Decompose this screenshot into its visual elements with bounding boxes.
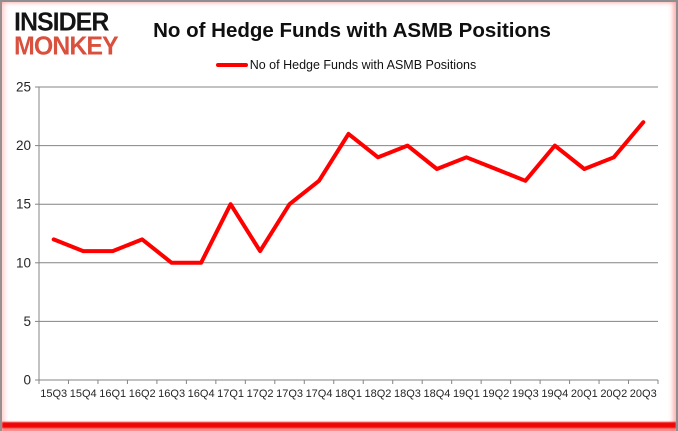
y-tick-label: 10 xyxy=(16,255,31,270)
x-tick-label: 16Q2 xyxy=(129,388,156,400)
logo-line-insider: INSIDER xyxy=(14,7,109,37)
chart-title: No of Hedge Funds with ASMB Positions xyxy=(153,19,551,42)
x-tick-label: 17Q3 xyxy=(276,388,303,400)
x-tick-label: 18Q4 xyxy=(423,388,450,400)
x-tick-label: 20Q1 xyxy=(571,388,598,400)
series-line xyxy=(51,120,646,265)
y-tick-label: 15 xyxy=(16,197,31,212)
legend-label: No of Hedge Funds with ASMB Positions xyxy=(249,58,477,72)
x-tick-label: 17Q4 xyxy=(306,388,333,400)
x-tick-label: 18Q2 xyxy=(365,388,392,400)
chart-legend: No of Hedge Funds with ASMB Positions xyxy=(2,58,676,72)
x-tick-label: 17Q1 xyxy=(217,388,244,400)
x-tick-label: 19Q3 xyxy=(512,388,539,400)
x-tick-label: 19Q4 xyxy=(541,388,568,400)
x-tick-label: 18Q3 xyxy=(394,388,421,400)
logo-line-monkey: MONKEY xyxy=(14,31,119,61)
y-tick-label: 5 xyxy=(23,314,31,329)
x-tick-label: 16Q1 xyxy=(99,388,126,400)
x-tick-label: 18Q1 xyxy=(335,388,362,400)
x-tick-label: 16Q3 xyxy=(158,388,185,400)
legend-line-swatch xyxy=(215,63,248,67)
insider-monkey-logo: INSIDER MONKEY xyxy=(14,7,119,61)
x-tick-label: 17Q2 xyxy=(247,388,274,400)
y-tick-label: 0 xyxy=(23,373,31,388)
x-tick-label: 19Q2 xyxy=(482,388,509,400)
x-tick-label: 16Q4 xyxy=(188,388,215,400)
x-tick-label: 20Q2 xyxy=(600,388,627,400)
y-tick-label: 25 xyxy=(16,80,31,95)
x-tick-label: 20Q3 xyxy=(630,388,657,400)
x-tick-label: 19Q1 xyxy=(453,388,480,400)
x-tick-label: 15Q4 xyxy=(70,388,97,400)
x-tick-label: 15Q3 xyxy=(40,388,67,400)
y-tick-label: 20 xyxy=(16,138,31,153)
bottom-accent-bar xyxy=(2,422,676,428)
